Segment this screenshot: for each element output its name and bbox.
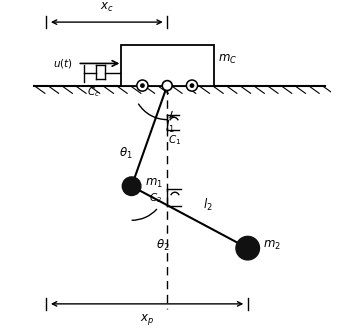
Circle shape <box>236 236 259 260</box>
Text: $u(t)$: $u(t)$ <box>53 57 73 70</box>
Circle shape <box>122 177 141 195</box>
Text: $l_2$: $l_2$ <box>203 197 213 213</box>
Text: $x_p$: $x_p$ <box>140 312 154 327</box>
Text: $l_1$: $l_1$ <box>164 118 174 135</box>
Text: $m_2$: $m_2$ <box>263 239 281 252</box>
Text: $C_c$: $C_c$ <box>87 86 100 99</box>
Circle shape <box>186 80 198 91</box>
Circle shape <box>190 84 194 87</box>
Text: $\theta_2$: $\theta_2$ <box>156 238 169 253</box>
Text: $C_1$: $C_1$ <box>168 134 181 147</box>
Text: $m_C$: $m_C$ <box>218 53 238 66</box>
Bar <box>121 45 214 86</box>
Circle shape <box>137 80 148 91</box>
Text: $C_2$: $C_2$ <box>149 192 162 206</box>
Text: $m_1$: $m_1$ <box>145 177 162 190</box>
Circle shape <box>162 81 172 90</box>
Text: $\theta_1$: $\theta_1$ <box>119 146 132 161</box>
Text: $x_c$: $x_c$ <box>100 1 114 14</box>
Circle shape <box>141 84 144 87</box>
